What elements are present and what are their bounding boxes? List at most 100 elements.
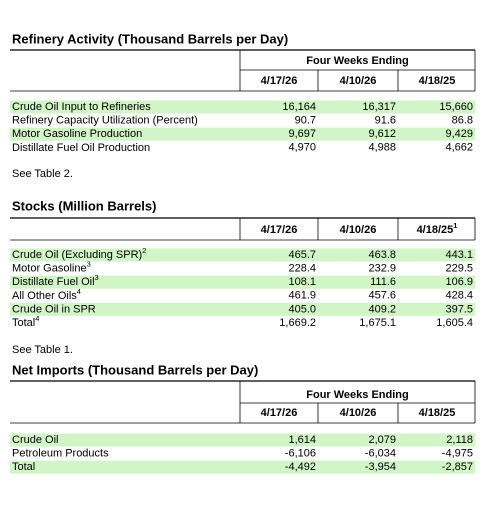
footnote-ref: 4	[35, 314, 39, 323]
cell-value: 397.5	[445, 303, 473, 315]
column-header-text: 4/18/25	[417, 224, 454, 236]
row-label: Refinery Capacity Utilization (Percent)	[12, 115, 198, 127]
cell-value: -6,034	[365, 448, 396, 460]
cell-value: 229.5	[445, 263, 473, 275]
row-label: Crude Oil Input to Refineries	[12, 101, 151, 113]
note: See Table 2.	[12, 168, 73, 180]
row-label-text: Total	[12, 317, 35, 329]
cell-value: -2,857	[442, 461, 473, 473]
cell-value: 1,675.1	[359, 317, 396, 329]
footnote-ref: 3	[87, 260, 91, 269]
cell-value: 15,660	[439, 101, 473, 113]
footnote-ref: 4	[77, 287, 81, 296]
cell-value: 1,614	[288, 434, 316, 446]
cell-value: 428.4	[445, 290, 473, 302]
column-header-text: 4/10/26	[340, 224, 377, 236]
row-label-text: Crude Oil	[12, 434, 58, 446]
row-highlight	[10, 302, 475, 316]
column-header: 4/17/26	[261, 224, 298, 236]
row-label: All Other Oils4	[12, 287, 81, 302]
row-highlight	[10, 275, 475, 289]
cell-value: 457.6	[368, 290, 396, 302]
row-label-text: Motor Gasoline	[12, 263, 87, 275]
cell-value: 16,317	[362, 101, 396, 113]
cell-value: 111.6	[370, 276, 396, 288]
cell-value: 91.6	[375, 115, 396, 127]
row-label: Distillate Fuel Oil3	[12, 273, 99, 288]
cell-value: 9,612	[368, 128, 396, 140]
column-header: 4/10/26	[340, 407, 377, 419]
cell-value: 9,429	[445, 128, 473, 140]
cell-value: 1,605.4	[436, 317, 473, 329]
section-title: Net Imports (Thousand Barrels per Day)	[12, 362, 258, 377]
cell-value: 463.8	[368, 249, 396, 261]
column-header: 4/18/25	[419, 75, 456, 87]
row-highlight	[10, 248, 475, 262]
column-header: 4/10/26	[340, 75, 377, 87]
column-header: 4/18/251	[417, 221, 458, 236]
row-label: Distillate Fuel Oil Production	[12, 142, 150, 154]
row-label-text: Distillate Fuel Oil	[12, 276, 95, 288]
cell-value: 86.8	[452, 115, 473, 127]
cell-value: 4,988	[368, 142, 396, 154]
cell-value: 2,079	[368, 434, 396, 446]
cell-value: 405.0	[288, 303, 316, 315]
column-header-text: 4/17/26	[261, 407, 298, 419]
row-label: Petroleum Products	[12, 448, 109, 460]
row-label-text: Distillate Fuel Oil Production	[12, 142, 150, 154]
row-highlight	[10, 433, 475, 447]
cell-value: 228.4	[288, 263, 316, 275]
column-header-text: 4/18/25	[419, 407, 456, 419]
header-group: Four Weeks Ending	[306, 55, 408, 67]
row-highlight	[10, 460, 475, 474]
cell-value: 409.2	[368, 303, 396, 315]
row-label-text: Refinery Capacity Utilization (Percent)	[12, 115, 198, 127]
cell-value: -4,975	[442, 448, 473, 460]
column-header-text: 4/18/25	[419, 75, 456, 87]
row-label-text: Crude Oil Input to Refineries	[12, 101, 151, 113]
cell-value: 443.1	[445, 249, 473, 261]
cell-value: 4,662	[445, 142, 473, 154]
cell-value: 16,164	[282, 101, 316, 113]
column-header-text: 4/10/26	[340, 75, 377, 87]
row-label: Crude Oil	[12, 434, 58, 446]
row-label: Total4	[12, 314, 39, 329]
row-label: Crude Oil (Excluding SPR)2	[12, 246, 146, 261]
column-header-text: 4/17/26	[261, 75, 298, 87]
section-title: Stocks (Million Barrels)	[12, 198, 156, 213]
column-header: 4/10/26	[340, 224, 377, 236]
column-header: 4/18/25	[419, 407, 456, 419]
footnote-ref: 2	[142, 246, 146, 255]
note: See Table 1.	[12, 344, 73, 356]
cell-value: -4,492	[285, 461, 316, 473]
row-label-text: Petroleum Products	[12, 448, 109, 460]
cell-value: 9,697	[288, 128, 316, 140]
cell-value: 108.1	[288, 276, 316, 288]
column-header-text: 4/17/26	[261, 224, 298, 236]
cell-value: 4,970	[288, 142, 316, 154]
row-label-text: All Other Oils	[12, 290, 77, 302]
column-header: 4/17/26	[261, 407, 298, 419]
row-label: Motor Gasoline Production	[12, 128, 142, 140]
cell-value: 106.9	[445, 276, 473, 288]
cell-value: 1,669.2	[279, 317, 316, 329]
cell-value: 461.9	[288, 290, 316, 302]
footnote-ref: 3	[95, 273, 99, 282]
row-label-text: Crude Oil (Excluding SPR)	[12, 249, 142, 261]
header-group: Four Weeks Ending	[306, 389, 408, 401]
cell-value: -3,954	[365, 461, 396, 473]
footnote-ref: 1	[453, 221, 457, 230]
row-highlight	[10, 100, 475, 114]
row-highlight	[10, 127, 475, 141]
row-label-text: Motor Gasoline Production	[12, 128, 142, 140]
row-label: Crude Oil in SPR	[12, 303, 96, 315]
cell-value: 232.9	[368, 263, 396, 275]
column-header-text: 4/10/26	[340, 407, 377, 419]
cell-value: 465.7	[288, 249, 316, 261]
row-label: Motor Gasoline3	[12, 260, 91, 275]
cell-value: 2,118	[446, 434, 473, 446]
row-label-text: Crude Oil in SPR	[12, 303, 96, 315]
row-label: Total	[12, 461, 35, 473]
